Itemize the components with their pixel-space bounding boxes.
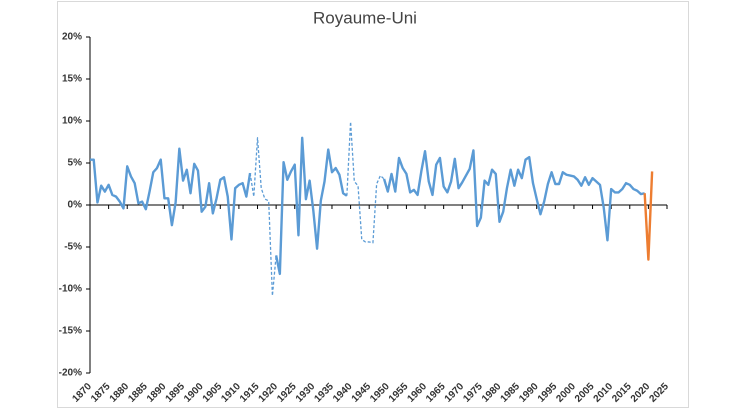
y-tick-label: 5% bbox=[68, 158, 83, 169]
series-line bbox=[643, 171, 654, 261]
y-tick-label: 20% bbox=[62, 32, 82, 43]
y-tick-label: -15% bbox=[59, 326, 82, 337]
y-tick-label: -10% bbox=[59, 284, 82, 295]
chart-title: Royaume-Uni bbox=[313, 8, 417, 27]
series-line bbox=[90, 136, 645, 276]
y-tick-label: -20% bbox=[59, 368, 82, 379]
y-tick-label: 15% bbox=[62, 74, 82, 85]
y-tick-label: 10% bbox=[62, 116, 82, 127]
y-tick-label: 0% bbox=[68, 200, 83, 211]
dashed-series-line bbox=[249, 121, 385, 297]
y-tick-label: -5% bbox=[64, 242, 82, 253]
